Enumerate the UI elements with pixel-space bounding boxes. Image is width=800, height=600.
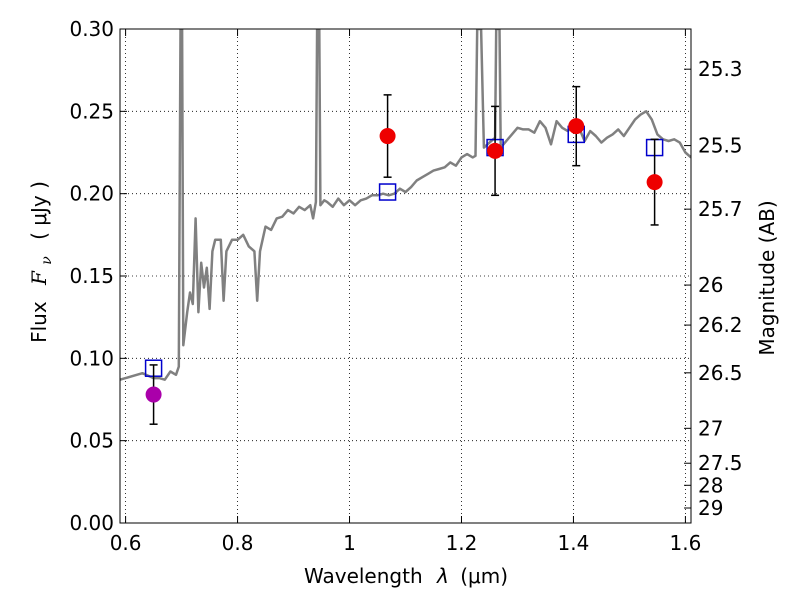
observed-photometry-point — [487, 142, 504, 159]
x-tick-label: 0.8 — [222, 531, 254, 555]
x-axis-label: Wavelength λ (μm) — [304, 564, 508, 588]
magnitude-tick-label: 25.3 — [698, 57, 743, 81]
magnitude-tick-label: 26.2 — [698, 313, 743, 337]
magnitude-axis-label: Magnitude (AB) — [755, 200, 779, 355]
y-tick-label: 0.25 — [69, 99, 114, 123]
series-layer — [120, 29, 691, 425]
y-tick-label: 0.05 — [69, 429, 114, 453]
tick-layer: 0.6 0.8 1 1.2 1.4 1.6 0.00 0.05 0.10 0.15 0.20 0.25… — [69, 17, 742, 555]
y-axis-label-text: Flux — [27, 301, 51, 343]
magnitude-tick-label: 25.5 — [698, 134, 743, 158]
y-tick-label: 0.20 — [69, 182, 114, 206]
magnitude-tick-label: 29 — [698, 496, 723, 520]
x-axis-label-symbol: λ — [436, 564, 449, 588]
magnitude-tick-label: 26.5 — [698, 361, 743, 385]
y-axis-label-subscript: ν — [39, 256, 55, 265]
magnitude-tick-label: 26 — [698, 273, 723, 297]
x-axis-label-text: Wavelength — [304, 564, 423, 588]
observed-photometry-point — [568, 118, 585, 135]
x-tick-label: 1 — [343, 531, 356, 555]
y-tick-label: 0.00 — [69, 511, 114, 535]
magnitude-tick-label: 27.5 — [698, 451, 743, 475]
y-axis-label: Flux F ν ( μJy ) — [27, 181, 56, 343]
x-tick-label: 1.4 — [558, 531, 590, 555]
y-axis-label-symbol: F — [27, 270, 51, 286]
observed-photometry-point — [646, 174, 663, 191]
magnitude-tick-label: 27 — [698, 416, 723, 440]
model-photometry-square — [378, 183, 397, 201]
magnitude-tick-label: 25.7 — [698, 197, 743, 221]
y-tick-label: 0.10 — [69, 346, 114, 370]
magnitude-tick-label: 28 — [698, 473, 723, 497]
y-axis-label-unit: ( μJy ) — [27, 181, 51, 240]
observed-photometry-point — [145, 386, 162, 403]
x-tick-label: 1.6 — [669, 531, 701, 555]
x-tick-label: 1.2 — [446, 531, 478, 555]
x-axis-label-unit: (μm) — [460, 564, 508, 588]
spectrum-line — [120, 29, 691, 381]
y-tick-label: 0.15 — [69, 264, 114, 288]
y-tick-label: 0.30 — [69, 17, 114, 41]
x-tick-label: 0.6 — [110, 531, 142, 555]
observed-photometry-point — [379, 128, 396, 145]
